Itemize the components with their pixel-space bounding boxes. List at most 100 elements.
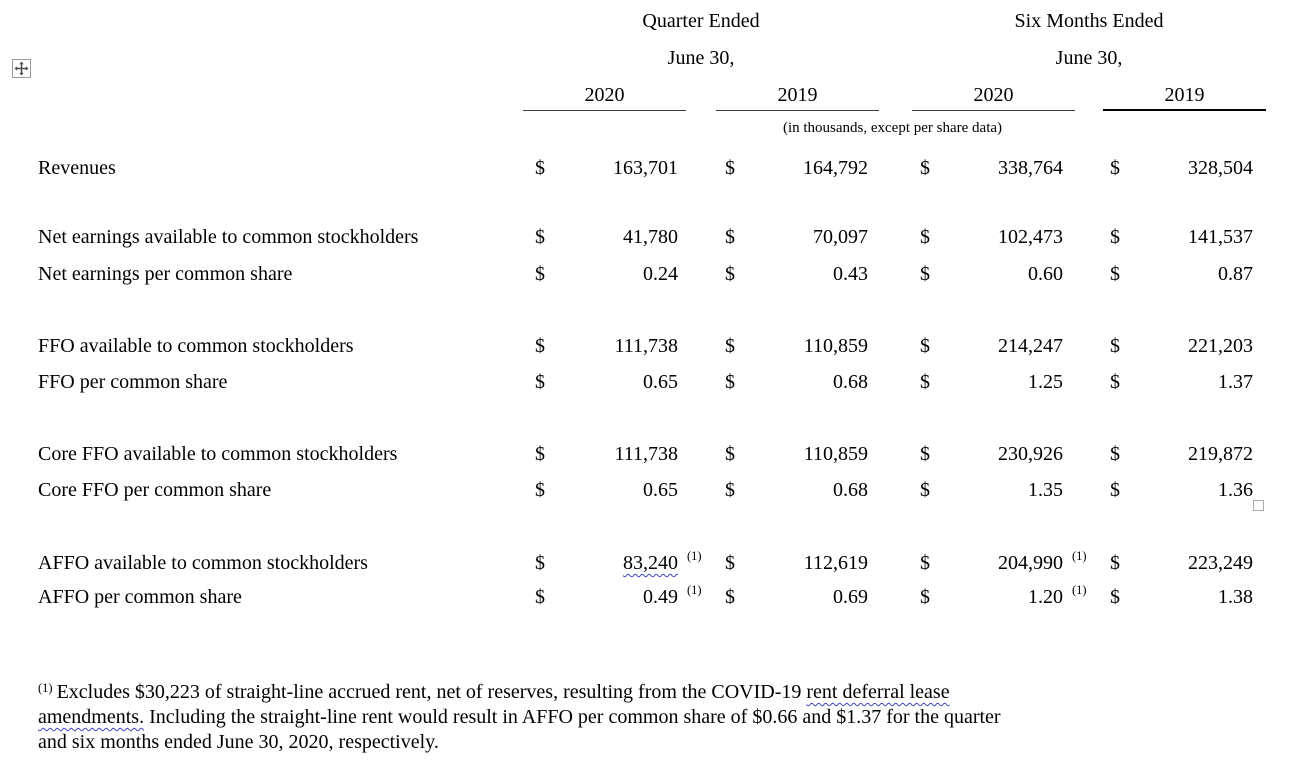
row-label: Revenues — [38, 157, 116, 179]
cell-value: 219,872 — [1188, 443, 1253, 465]
footnote-marker: (1) — [38, 681, 53, 695]
year-column-q-2020: 2020 — [584, 84, 625, 106]
table-row-affo-per-share: AFFO per common share $0.49 (1) $0.69 $1.… — [0, 583, 1294, 612]
cell: $1.20 (1) — [915, 583, 1087, 612]
cell: $0.69 — [720, 586, 868, 612]
currency-symbol: $ — [535, 479, 545, 501]
table-move-handle-icon[interactable] — [12, 59, 31, 78]
currency-symbol: $ — [920, 443, 930, 465]
cell: $141,537 — [1105, 226, 1253, 252]
cell-value: 102,473 — [998, 226, 1063, 248]
cell-value: 141,537 — [1188, 226, 1253, 248]
cell-value: 0.49 — [643, 586, 678, 608]
cell-value: 1.25 — [1028, 371, 1063, 393]
currency-symbol: $ — [920, 335, 930, 357]
cell-value: 338,764 — [998, 157, 1063, 179]
cell-value: 110,859 — [803, 443, 868, 465]
currency-symbol: $ — [1110, 157, 1120, 179]
currency-symbol: $ — [725, 335, 735, 357]
column-rule — [523, 110, 686, 111]
cell: $221,203 — [1105, 335, 1253, 361]
table-row-revenues: Revenues $163,701 $164,792 $338,764 $328… — [0, 157, 1294, 183]
currency-symbol: $ — [1110, 371, 1120, 393]
cell: $328,504 — [1105, 157, 1253, 183]
cell: $102,473 — [915, 226, 1063, 252]
currency-symbol: $ — [535, 443, 545, 465]
cell-value: 110,859 — [803, 335, 868, 357]
cell: $1.25 — [915, 371, 1063, 397]
cell-value: 0.68 — [833, 479, 868, 501]
cell-value: 41,780 — [623, 226, 678, 248]
currency-symbol: $ — [1110, 586, 1120, 608]
cell-value: 0.60 — [1028, 263, 1063, 285]
table-row-core-ffo: Core FFO available to common stockholder… — [0, 443, 1294, 469]
currency-symbol: $ — [1110, 479, 1120, 501]
row-label: Net earnings per common share — [38, 263, 293, 285]
cell-value: 223,249 — [1188, 552, 1253, 574]
footnote-line-2: amendments. Including the straight-line … — [38, 705, 1248, 730]
cell-value: 1.20 — [1028, 586, 1063, 608]
cell-value: 70,097 — [813, 226, 868, 248]
row-label: Core FFO available to common stockholder… — [38, 443, 398, 465]
cell-value: 1.38 — [1218, 586, 1253, 608]
column-rule — [716, 110, 879, 111]
row-label: AFFO available to common stockholders — [38, 552, 368, 574]
table-row-ffo: FFO available to common stockholders $11… — [0, 335, 1294, 361]
cell-value: 163,701 — [613, 157, 678, 179]
cell-value-spellcheck: 83,240 — [623, 552, 678, 574]
row-label: Net earnings available to common stockho… — [38, 226, 419, 248]
cell: $1.35 — [915, 479, 1063, 505]
row-label: FFO per common share — [38, 371, 228, 393]
cell-value: 0.65 — [643, 371, 678, 393]
currency-symbol: $ — [1110, 335, 1120, 357]
cell-value: 328,504 — [1188, 157, 1253, 179]
cell: $1.36 — [1105, 479, 1253, 505]
cell: $110,859 — [720, 443, 868, 469]
table-row-core-ffo-per-share: Core FFO per common share $0.65 $0.68 $1… — [0, 479, 1294, 505]
cell-value: 221,203 — [1188, 335, 1253, 357]
cell: $1.38 — [1105, 586, 1253, 612]
row-label: AFFO per common share — [38, 586, 242, 608]
currency-symbol: $ — [725, 226, 735, 248]
table-row-ffo-per-share: FFO per common share $0.65 $0.68 $1.25 $… — [0, 371, 1294, 397]
currency-symbol: $ — [725, 479, 735, 501]
currency-symbol: $ — [920, 371, 930, 393]
cell: $0.65 — [530, 371, 678, 397]
cell: $70,097 — [720, 226, 868, 252]
cell: $0.65 — [530, 479, 678, 505]
year-column-6m-2020: 2020 — [973, 84, 1014, 106]
cell-value: 1.37 — [1218, 371, 1253, 393]
currency-symbol: $ — [725, 443, 735, 465]
cell: $110,859 — [720, 335, 868, 361]
cell: $338,764 — [915, 157, 1063, 183]
currency-symbol: $ — [535, 586, 545, 608]
footnote-line-1: (1) Excludes $30,223 of straight-line acc… — [38, 676, 1248, 705]
cell: $111,738 — [530, 443, 678, 469]
currency-symbol: $ — [535, 335, 545, 357]
footnote-text: Excludes $30,223 of straight-line accrue… — [56, 681, 807, 703]
cell: $111,738 — [530, 335, 678, 361]
footnote-ref: (1) — [687, 549, 702, 563]
cell: $0.68 — [720, 371, 868, 397]
cell-value: 1.35 — [1028, 479, 1063, 501]
currency-symbol: $ — [1110, 263, 1120, 285]
cell: $112,619 — [720, 552, 868, 578]
currency-symbol: $ — [725, 263, 735, 285]
table-row-net-earnings-per-share: Net earnings per common share $0.24 $0.4… — [0, 263, 1294, 289]
cell-value: 112,619 — [803, 552, 868, 574]
footnote-text-spellcheck: rent deferral lease — [806, 681, 950, 703]
currency-symbol: $ — [920, 157, 930, 179]
six-months-header: Six Months Ended — [1014, 10, 1164, 32]
cell: $0.43 — [720, 263, 868, 289]
footnote-ref: (1) — [687, 583, 702, 597]
move-arrows-icon — [14, 61, 29, 76]
cell: $230,926 — [915, 443, 1063, 469]
currency-symbol: $ — [535, 263, 545, 285]
cell: $0.87 — [1105, 263, 1253, 289]
currency-symbol: $ — [920, 586, 930, 608]
cell: $164,792 — [720, 157, 868, 183]
cell-value: 214,247 — [998, 335, 1063, 357]
cell: $0.60 — [915, 263, 1063, 289]
units-note: (in thousands, except per share data) — [782, 120, 1003, 136]
